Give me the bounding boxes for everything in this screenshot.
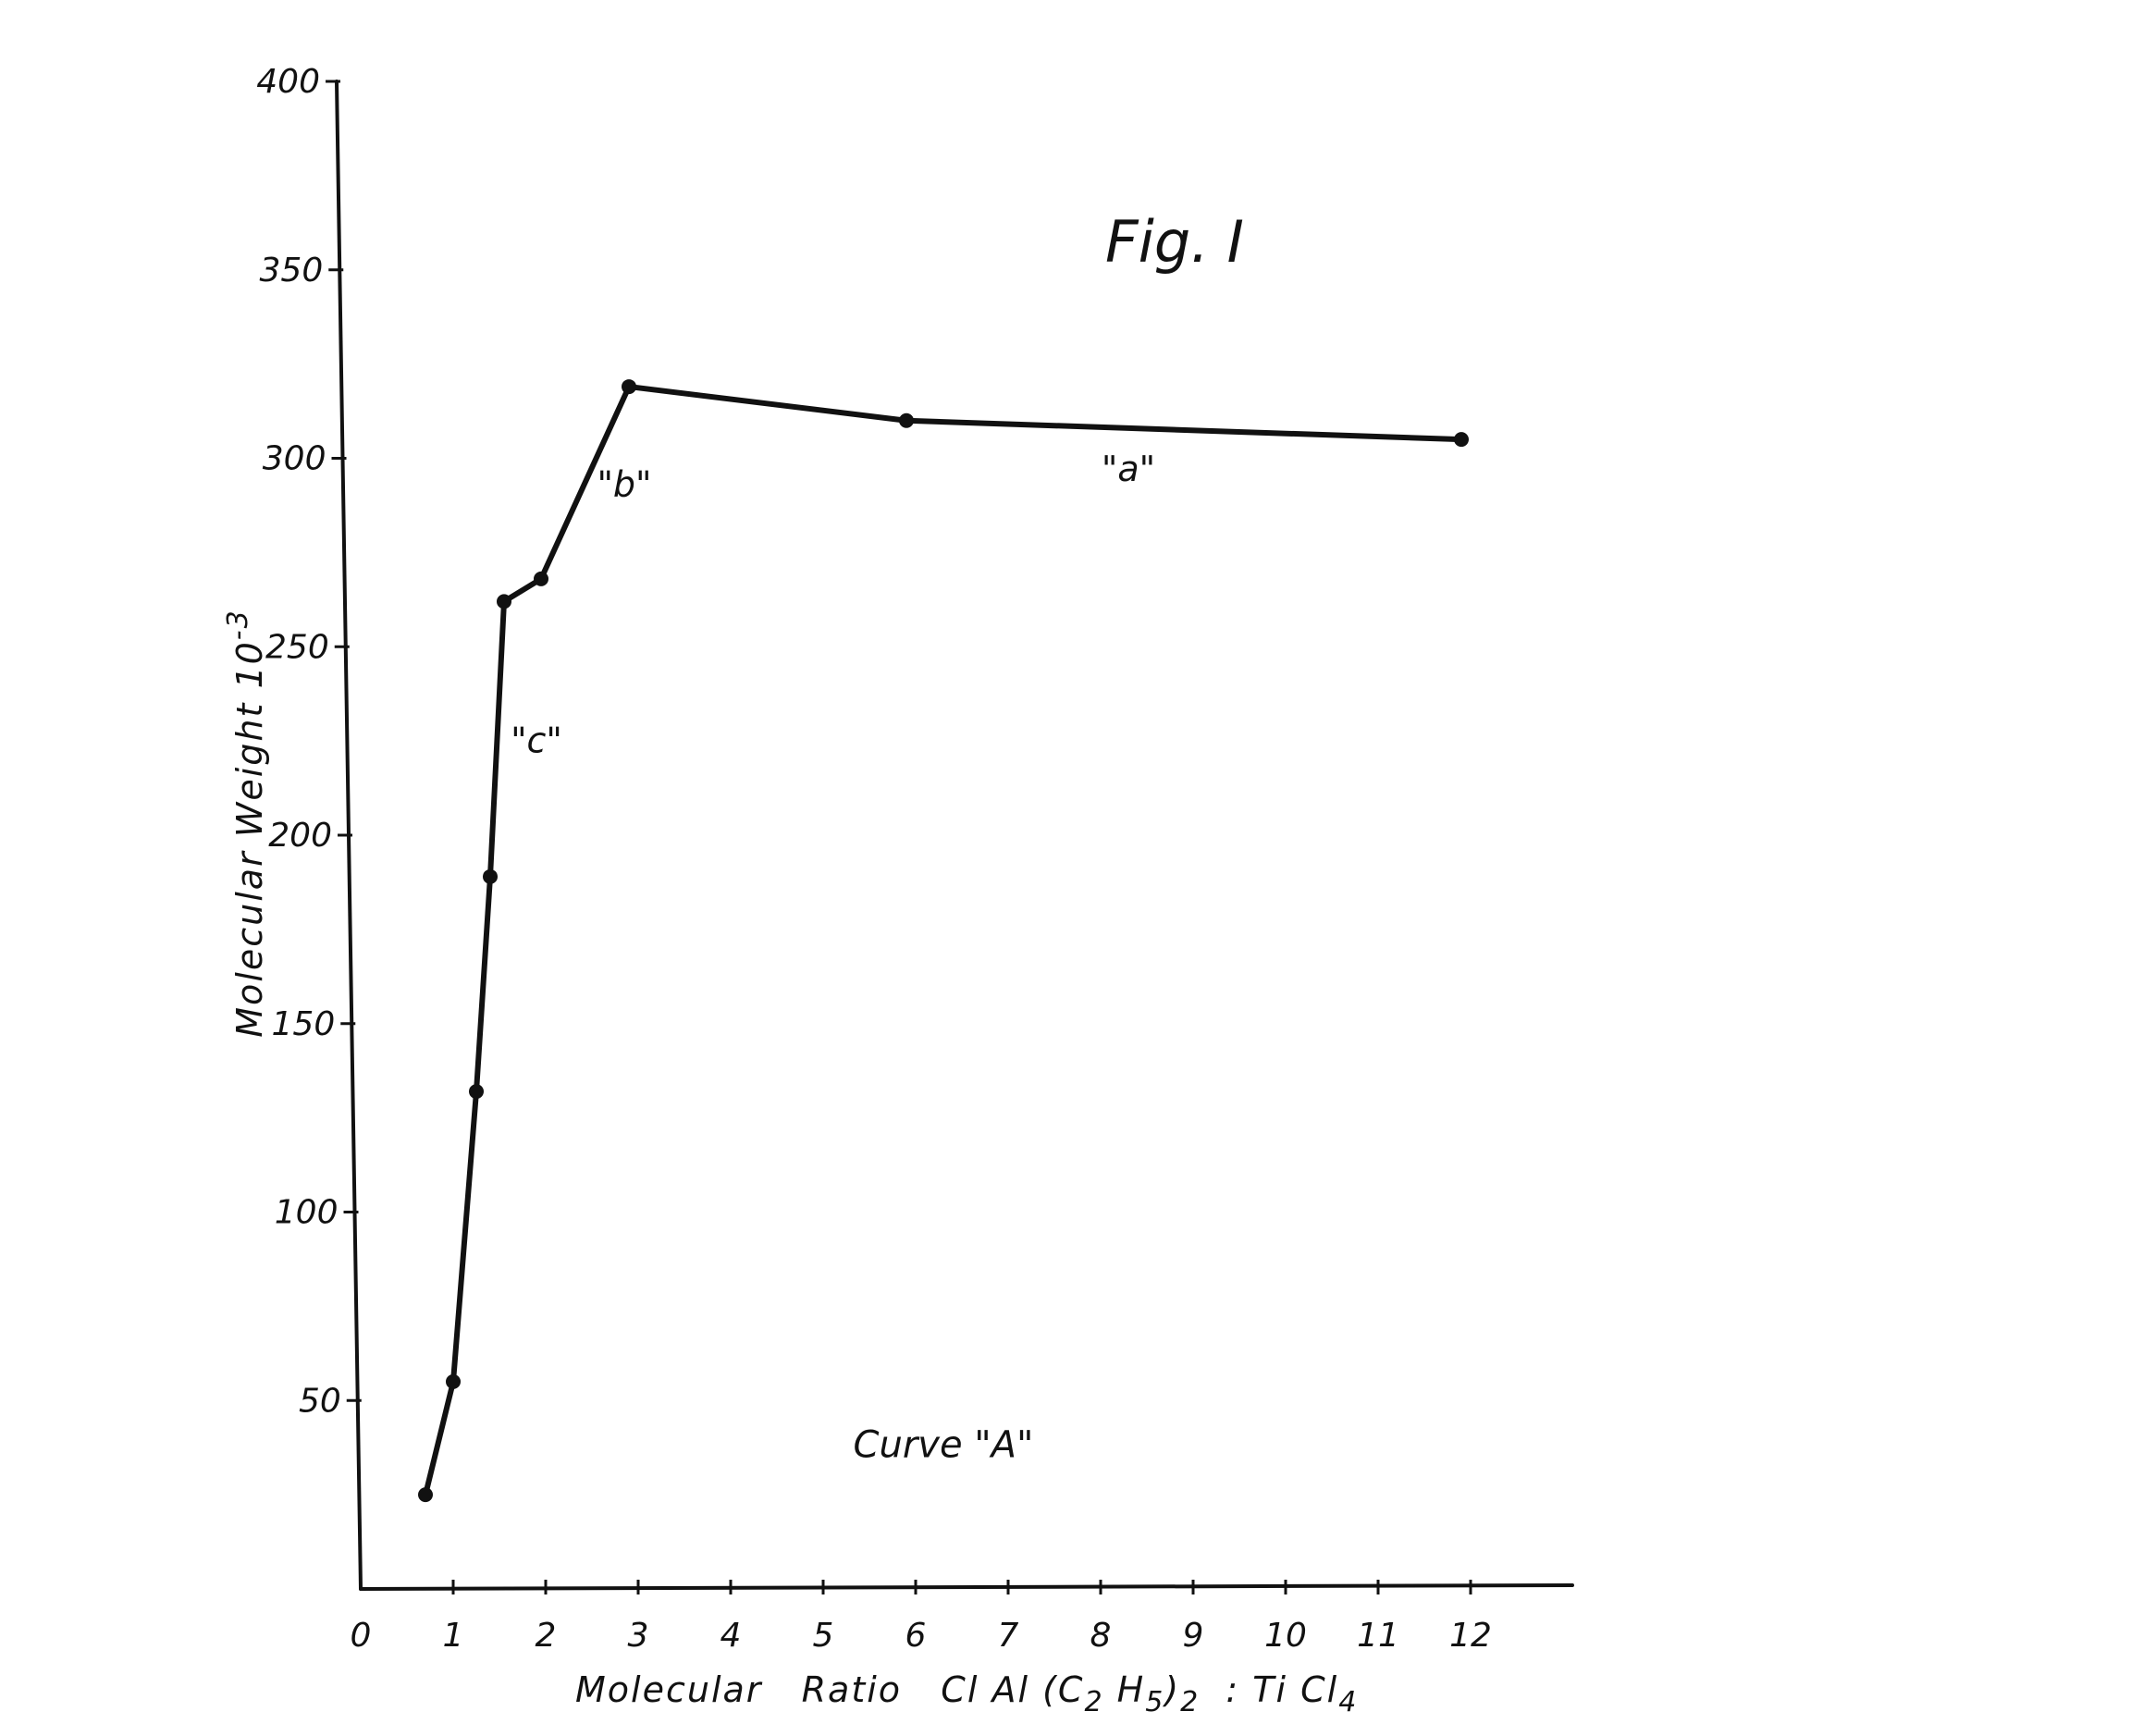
x-axis-title-mid2: ) bbox=[1162, 1669, 1180, 1710]
y-tick-label-200: 200 bbox=[268, 817, 332, 855]
x-tick-label-0: 0 bbox=[351, 1617, 372, 1655]
y-tick-label-350: 350 bbox=[260, 252, 324, 289]
x-tick-label-12: 12 bbox=[1449, 1617, 1492, 1655]
x-axis-title-sub2: 5 bbox=[1145, 1686, 1164, 1718]
y-tick-label-250: 250 bbox=[265, 628, 329, 666]
x-tick-label-9: 9 bbox=[1183, 1617, 1204, 1655]
data-point bbox=[497, 594, 511, 609]
x-tick-label-2: 2 bbox=[536, 1617, 557, 1655]
x-axis-title-mid1: H bbox=[1104, 1669, 1146, 1710]
y-tick-label-50: 50 bbox=[299, 1382, 341, 1420]
y-tick-label-100: 100 bbox=[275, 1194, 339, 1232]
data-point bbox=[418, 1487, 433, 1503]
x-axis-title-mid3: : Ti Cl bbox=[1200, 1669, 1338, 1710]
x-tick-label-6: 6 bbox=[905, 1617, 927, 1655]
y-axis-title-exponent: -3 bbox=[222, 609, 254, 640]
x-tick-label-11: 11 bbox=[1357, 1617, 1399, 1655]
data-point bbox=[483, 868, 498, 884]
y-axis-title-text: Molecular Weight 10 bbox=[229, 640, 270, 1038]
annotation-label: "a" bbox=[1102, 449, 1155, 489]
data-point bbox=[534, 571, 548, 586]
y-tick-label-300: 300 bbox=[263, 440, 326, 478]
x-tick-label-7: 7 bbox=[998, 1617, 1019, 1655]
x-tick-label-8: 8 bbox=[1090, 1617, 1112, 1655]
data-point bbox=[622, 379, 636, 395]
y-tick-label-150: 150 bbox=[272, 1005, 336, 1043]
data-point bbox=[446, 1373, 461, 1389]
curve-caption: Curve "A" bbox=[854, 1423, 1034, 1466]
chart-title: Fig. I bbox=[1105, 208, 1244, 276]
data-point bbox=[1454, 432, 1469, 448]
x-tick-label-3: 3 bbox=[628, 1617, 649, 1655]
x-tick-label-10: 10 bbox=[1264, 1617, 1307, 1655]
x-tick-label-5: 5 bbox=[813, 1617, 834, 1655]
annotation-label: "b" bbox=[597, 463, 651, 504]
y-tick-label-400: 400 bbox=[256, 63, 320, 101]
x-axis-title: Molecular Ratio Cl Al (C2 H5)2 : Ti Cl4 bbox=[575, 1669, 1358, 1718]
data-points bbox=[418, 379, 1469, 1503]
x-axis-title-prefix: Molecular Ratio Cl Al (C bbox=[575, 1669, 1084, 1710]
y-ticks: 50 100 150 200 250 300 350 400 bbox=[256, 63, 362, 1420]
x-axis-title-sub4: 4 bbox=[1338, 1686, 1358, 1718]
x-axis-title-sub3: 2 bbox=[1180, 1686, 1200, 1718]
y-axis-title: Molecular Weight 10-3 bbox=[222, 609, 270, 1037]
x-ticks: 0 1 2 3 4 5 6 7 8 9 10 11 12 bbox=[351, 1580, 1492, 1655]
x-axis-line bbox=[359, 1583, 1574, 1591]
x-axis-title-sub1: 2 bbox=[1084, 1686, 1103, 1718]
x-tick-label-1: 1 bbox=[443, 1617, 464, 1655]
data-point bbox=[469, 1084, 484, 1100]
annotations: "a" "b" "c" bbox=[511, 449, 1155, 760]
data-point bbox=[899, 412, 914, 428]
x-tick-label-4: 4 bbox=[720, 1617, 742, 1655]
annotation-label: "c" bbox=[511, 720, 562, 760]
